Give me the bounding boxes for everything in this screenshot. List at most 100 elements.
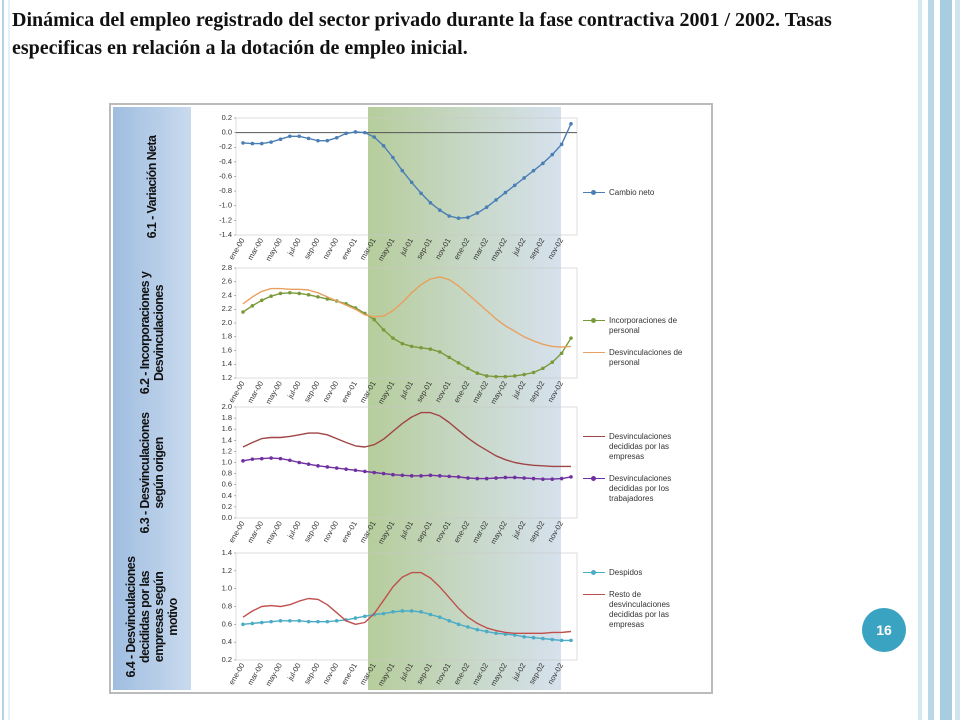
- point: [278, 618, 283, 623]
- point: [522, 372, 526, 377]
- point: [400, 168, 405, 173]
- legend-key: [583, 474, 605, 484]
- y-tick-label: 1.2: [222, 446, 232, 455]
- legend-label: Resto de desvinculaciones decididas por …: [609, 590, 670, 629]
- legend-item: Desvinculaciones decididas por las empre…: [583, 432, 701, 462]
- point: [306, 136, 311, 141]
- x-tick-label: may-01: [376, 519, 396, 545]
- legend-key: [583, 568, 605, 578]
- y-tick-label: 0.2: [222, 655, 232, 664]
- x-tick-label: nov-01: [433, 519, 452, 543]
- legend-label: Despidos: [609, 568, 643, 577]
- point: [288, 134, 292, 139]
- point: [494, 631, 498, 636]
- point: [391, 610, 395, 614]
- point: [438, 474, 442, 478]
- panel-label: 6.2 - Incorporaciones y Desvinculaciones: [138, 271, 166, 395]
- point: [503, 632, 508, 636]
- right-bar: [928, 0, 934, 720]
- point: [475, 211, 480, 215]
- point: [531, 476, 536, 481]
- point: [363, 130, 367, 135]
- legend-item: Incorporaciones de personal: [583, 316, 701, 336]
- y-tick-label: -0.6: [219, 171, 232, 180]
- y-tick-label: 1.8: [222, 332, 232, 341]
- x-tick-label: ene-01: [339, 661, 358, 686]
- point: [344, 131, 348, 136]
- point: [269, 140, 273, 144]
- x-tick-label: nov-00: [321, 236, 340, 260]
- point: [372, 317, 377, 322]
- point: [559, 351, 564, 356]
- legend-key: [583, 432, 605, 442]
- legend-line: [583, 436, 605, 437]
- legend: Despidos Resto de desvinculaciones decidi…: [583, 568, 701, 642]
- point: [409, 474, 414, 478]
- point: [522, 476, 526, 480]
- x-tick-label: jul-02: [510, 379, 527, 400]
- x-tick-label: may-00: [264, 519, 284, 545]
- legend-line: [583, 352, 605, 353]
- point: [541, 636, 545, 641]
- y-tick-label: -1.4: [219, 230, 232, 239]
- legend-item: Desvinculaciones de personal: [583, 348, 701, 368]
- point: [306, 619, 311, 624]
- x-tick-label: mar-01: [358, 661, 378, 686]
- y-tick-label: 0.2: [222, 502, 232, 511]
- point: [400, 609, 405, 613]
- point: [334, 135, 339, 140]
- point: [372, 470, 377, 475]
- x-tick-label: jul-01: [398, 379, 415, 400]
- point: [531, 168, 536, 173]
- point: [363, 614, 367, 619]
- point: [241, 310, 245, 314]
- point: [512, 183, 517, 188]
- point: [297, 134, 302, 139]
- point: [297, 618, 302, 623]
- point: [484, 205, 489, 210]
- series-line: [242, 457, 572, 480]
- point: [325, 619, 330, 624]
- point: [363, 469, 367, 474]
- y-tick-label: -1.0: [219, 201, 232, 210]
- point: [428, 347, 433, 351]
- legend: Desvinculaciones decididas por las empre…: [583, 432, 701, 516]
- slide-title: Dinámica del empleo registrado del secto…: [12, 9, 832, 59]
- point: [456, 361, 461, 365]
- point: [512, 475, 517, 480]
- legend-marker: [591, 190, 596, 195]
- series-line: [242, 123, 572, 219]
- point: [391, 472, 395, 477]
- x-tick-label: sep-01: [415, 519, 434, 543]
- point: [316, 619, 320, 624]
- point: [334, 618, 339, 623]
- x-tick-label: ene-00: [227, 379, 246, 404]
- y-tick-label: 1.0: [222, 457, 232, 466]
- legend-marker: [591, 476, 596, 481]
- point: [419, 345, 423, 350]
- point: [559, 476, 564, 481]
- point: [512, 374, 517, 378]
- y-tick-label: 1.6: [222, 345, 232, 354]
- x-tick-label: ene-02: [452, 236, 471, 261]
- y-tick-label: 0.6: [222, 619, 232, 628]
- x-tick-label: may-01: [376, 379, 396, 405]
- x-tick-label: ene-01: [339, 236, 358, 261]
- point: [325, 465, 330, 469]
- point: [550, 637, 555, 642]
- legend-line: [583, 594, 605, 595]
- point: [522, 635, 526, 639]
- x-tick-label: nov-01: [433, 379, 452, 403]
- x-tick-label: nov-02: [546, 379, 565, 403]
- point: [269, 456, 273, 460]
- point: [278, 456, 283, 461]
- x-tick-label: mar-00: [246, 236, 266, 261]
- point: [456, 216, 461, 220]
- point: [494, 374, 498, 379]
- point: [391, 336, 395, 340]
- point: [447, 355, 451, 360]
- point: [391, 155, 395, 160]
- right-bar: [955, 0, 960, 720]
- panel-label: 6.4 - Desvinculaciones decididas por las…: [124, 556, 180, 677]
